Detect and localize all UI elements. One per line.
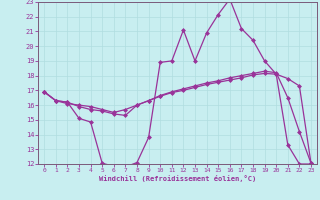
X-axis label: Windchill (Refroidissement éolien,°C): Windchill (Refroidissement éolien,°C): [99, 175, 256, 182]
